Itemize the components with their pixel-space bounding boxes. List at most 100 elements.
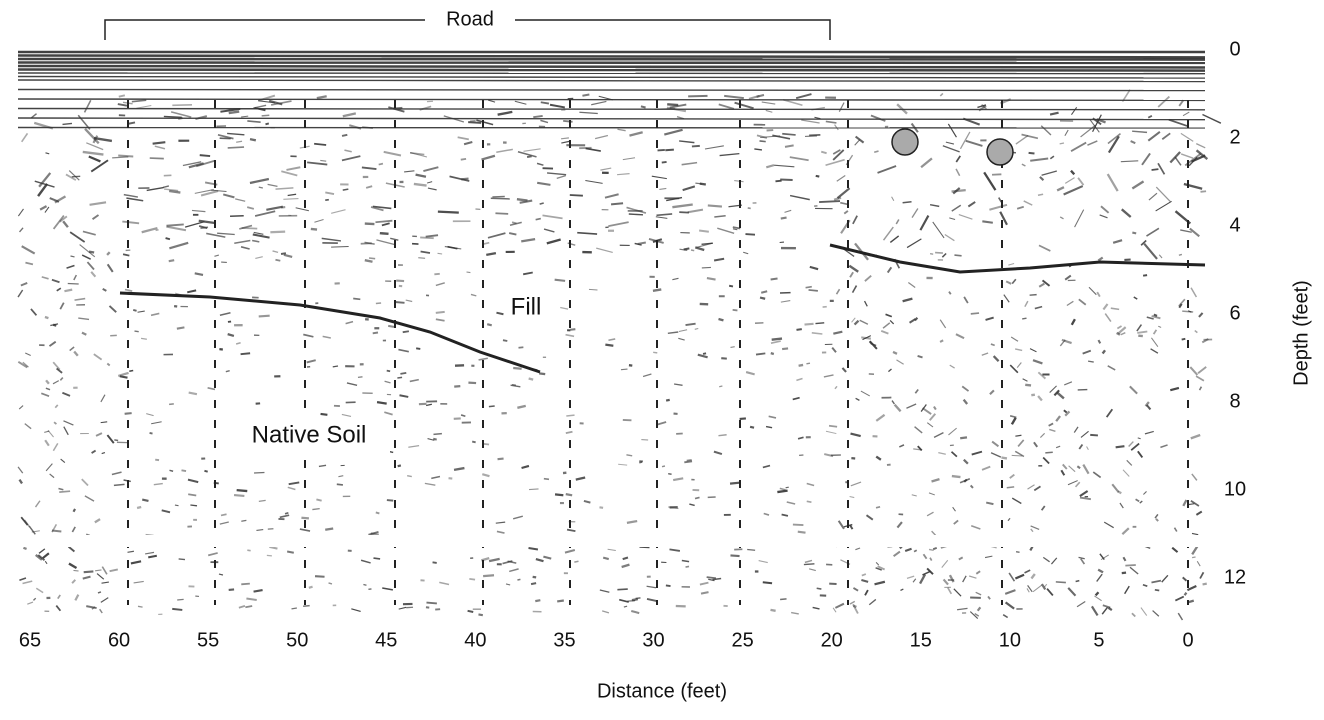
speckle: [653, 351, 658, 354]
speckle: [169, 241, 189, 250]
speckle: [295, 207, 310, 212]
speckle: [1014, 573, 1025, 580]
speckle: [668, 506, 679, 510]
speckle: [42, 552, 50, 559]
speckle: [1137, 330, 1148, 334]
speckle: [166, 223, 184, 227]
speckle: [488, 405, 495, 408]
speckle: [126, 197, 144, 202]
speckle: [1101, 349, 1106, 355]
speckle: [170, 111, 192, 118]
speckle: [1145, 404, 1152, 411]
speckle: [1092, 114, 1102, 133]
speckle: [82, 150, 104, 156]
speckle: [706, 576, 717, 580]
speckle: [868, 598, 877, 606]
speckle: [1197, 366, 1207, 375]
speckle: [672, 477, 684, 482]
speckle: [743, 251, 749, 255]
speckle: [1102, 303, 1109, 311]
speckle: [1064, 381, 1073, 386]
speckle: [540, 119, 549, 124]
speckle: [852, 587, 859, 592]
speckle: [331, 209, 346, 214]
speckle: [1080, 558, 1086, 565]
speckle: [51, 278, 60, 284]
speckle: [22, 580, 33, 585]
speckle: [88, 155, 101, 163]
speckle: [771, 337, 783, 341]
speckle: [279, 514, 290, 519]
speckle: [931, 478, 940, 483]
speckle: [252, 239, 260, 243]
speckle: [823, 374, 834, 378]
speckle: [1068, 465, 1076, 473]
speckle: [604, 193, 619, 199]
speckle: [970, 525, 981, 530]
speckle: [682, 185, 696, 192]
speckle: [59, 302, 65, 310]
speckle: [270, 100, 292, 106]
speckle: [521, 237, 536, 243]
speckle: [163, 115, 182, 118]
speckle: [1063, 409, 1068, 414]
speckle: [999, 211, 1008, 226]
speckle: [902, 297, 913, 303]
speckle: [50, 323, 59, 327]
speckle: [941, 252, 947, 258]
speckle: [1070, 169, 1076, 176]
speckle: [253, 471, 265, 474]
speckle: [132, 308, 137, 312]
speckle: [1177, 612, 1184, 621]
y-tick-label: 8: [1229, 390, 1240, 412]
speckle: [667, 103, 679, 107]
speckle: [52, 361, 61, 371]
speckle: [1071, 106, 1078, 115]
speckle: [1128, 441, 1134, 448]
speckle: [70, 255, 75, 258]
speckle: [765, 425, 773, 429]
speckle: [565, 430, 573, 434]
x-tick-label: 30: [642, 629, 664, 651]
speckle: [351, 608, 361, 613]
speckle: [681, 161, 698, 166]
speckle: [434, 272, 440, 276]
speckle: [1147, 114, 1153, 119]
speckle: [784, 209, 792, 213]
speckle: [199, 154, 211, 158]
speckle: [58, 487, 64, 491]
speckle: [131, 99, 147, 103]
speckle: [949, 217, 956, 220]
speckle: [331, 245, 349, 248]
speckle: [875, 506, 881, 509]
speckle: [48, 340, 57, 347]
speckle: [476, 119, 494, 126]
speckle: [920, 157, 933, 169]
speckle: [426, 601, 437, 605]
speckle: [372, 331, 379, 335]
y-tick-label: 6: [1229, 302, 1240, 324]
speckle: [917, 355, 923, 359]
speckle: [919, 573, 927, 585]
speckle: [1104, 313, 1112, 323]
x-tick-label: 60: [108, 629, 130, 651]
speckle: [432, 561, 437, 564]
speckle: [805, 285, 812, 289]
speckle: [1183, 182, 1203, 190]
speckle: [225, 370, 230, 373]
speckle: [896, 359, 904, 365]
speckle: [561, 140, 570, 144]
speckle: [136, 105, 152, 109]
speckle: [1094, 591, 1100, 597]
speckle: [390, 237, 399, 241]
speckle: [651, 175, 667, 180]
speckle: [938, 452, 946, 455]
speckle: [24, 423, 32, 430]
speckle: [1076, 600, 1086, 608]
speckle: [258, 314, 270, 318]
speckle: [59, 215, 68, 223]
speckle: [849, 600, 856, 605]
speckle: [220, 513, 227, 517]
speckle: [977, 104, 987, 109]
x-tick-label: 25: [731, 629, 753, 651]
